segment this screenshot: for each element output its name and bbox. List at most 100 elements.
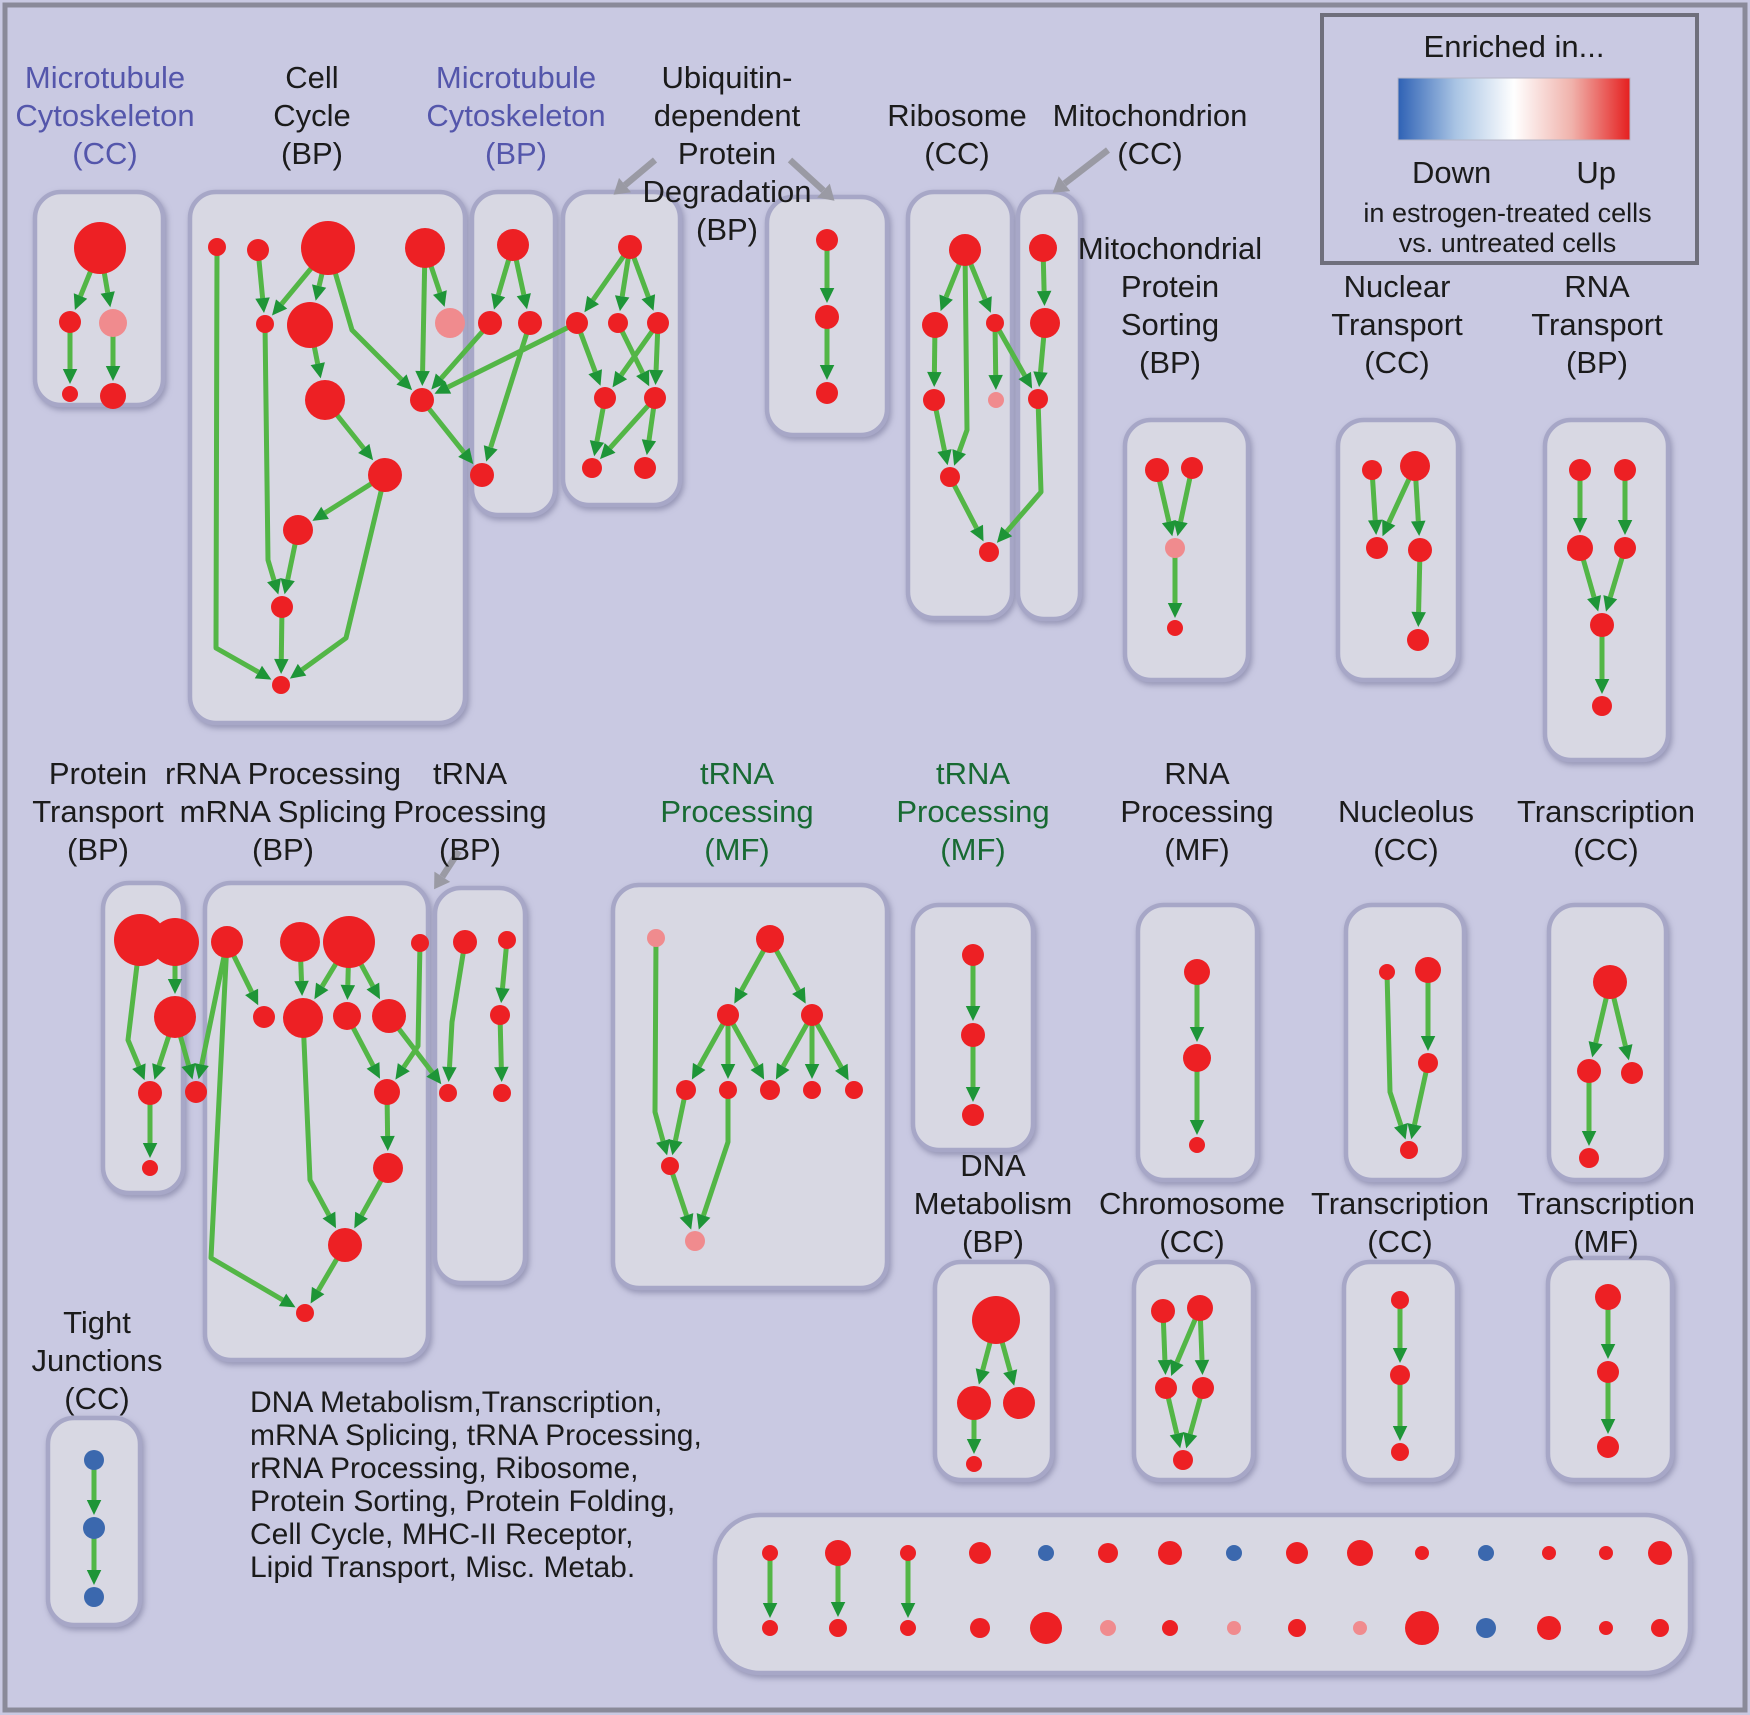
go-term-node: [1599, 1546, 1613, 1560]
cluster-label: Processing: [660, 794, 813, 829]
cross-cluster-edge: [199, 941, 230, 1066]
enrichment-edge-head: [280, 578, 295, 595]
go-term-node: [518, 311, 542, 335]
cluster-box-mitochondrion-cc: [1015, 189, 1083, 622]
cluster-label: Junctions: [32, 1343, 163, 1378]
enrichment-edge: [701, 1090, 731, 1217]
enrichment-edge-head: [1572, 518, 1588, 533]
enrichment-edge-head: [1420, 1036, 1436, 1051]
enrichment-edge-head: [1368, 519, 1383, 535]
cluster-label: Transcription: [1517, 794, 1695, 829]
enrichment-edge-head: [491, 293, 506, 310]
enrichment-edge-head: [1003, 1369, 1018, 1386]
go-term-node: [762, 1545, 778, 1561]
go-term-node: [1347, 1540, 1373, 1566]
enrichment-edge-head: [927, 371, 942, 387]
enrichment-edge-head: [1036, 290, 1052, 306]
cross-cluster-edge-head: [458, 447, 474, 465]
enrichment-edge-head: [274, 658, 289, 674]
cross-cluster-edge: [439, 321, 492, 380]
enrichment-edge-head: [1581, 1131, 1597, 1146]
go-term-node: [1391, 1291, 1409, 1309]
enrichment-edge-head: [830, 1602, 846, 1617]
enrichment-edge-head: [1169, 1432, 1184, 1449]
go-term-node: [154, 996, 196, 1038]
go-term-node: [1567, 535, 1593, 561]
cluster-label: (BP): [1139, 345, 1201, 380]
enrichment-edge-head: [1588, 1041, 1603, 1058]
floating-cluster-label: dependent: [654, 98, 801, 133]
misc-pathways-text-line: DNA Metabolism,Transcription,: [250, 1386, 662, 1419]
legend-up-label: Up: [1576, 155, 1616, 190]
enrichment-edge-head: [73, 293, 88, 310]
misc-pathways-text-line: Lipid Transport, Misc. Metab.: [250, 1551, 635, 1584]
go-term-node: [374, 1079, 400, 1105]
enrichment-edge-head: [1157, 1359, 1173, 1375]
enrichment-edge-head: [245, 988, 259, 1006]
go-term-node: [296, 1304, 314, 1322]
cluster-label: tRNA: [700, 756, 774, 791]
go-term-node: [253, 1006, 275, 1028]
enrichment-edge-head: [615, 295, 630, 312]
label-pointer-arrow: [622, 157, 658, 188]
go-term-node: [83, 1517, 105, 1539]
go-term-node: [368, 458, 402, 492]
go-term-node: [582, 458, 602, 478]
go-term-node: [142, 1160, 158, 1176]
enrichment-edge-head: [1382, 519, 1396, 537]
enrichment-edge-head: [636, 369, 650, 387]
go-term-node: [1542, 1546, 1556, 1560]
enrichment-edge-head: [366, 982, 380, 1000]
cluster-label: Cytoskeleton: [426, 98, 605, 133]
enrichment-edge-head: [1167, 603, 1183, 618]
enrichment-edge-head: [1617, 520, 1633, 535]
cluster-label: (CC): [1364, 345, 1429, 380]
cluster-box-rrna-processing-mrna-splicing-bp: [202, 880, 431, 1363]
go-term-node: [283, 515, 313, 545]
cluster-label: (BP): [67, 832, 129, 867]
enrichment-edge-head: [648, 369, 664, 385]
cluster-boxes-layer: [32, 13, 1699, 1676]
go-term-node: [453, 930, 477, 954]
go-term-node: [1579, 1148, 1599, 1168]
cluster-label: Nuclear: [1344, 269, 1451, 304]
enrichment-edge: [262, 323, 277, 581]
go-term-node: [490, 1005, 510, 1025]
go-term-node: [676, 1080, 696, 1100]
cluster-label: (CC): [1373, 832, 1438, 867]
cluster-label: RNA: [1164, 756, 1230, 791]
go-term-node: [1418, 1053, 1438, 1073]
cross-cluster-edge: [992, 321, 1027, 377]
cluster-box-mitochondrial-protein-sorting-bp: [1122, 417, 1251, 683]
enrichment-edge-head: [272, 299, 288, 316]
go-term-node: [1189, 1137, 1205, 1153]
enrichment-edge-head: [322, 1211, 336, 1229]
enrichment-edge-head: [278, 1293, 296, 1308]
misc-pathways-text-line: rRNA Processing, Ribosome,: [250, 1452, 638, 1485]
enrichment-edge-head: [952, 449, 966, 466]
go-term-node: [1415, 1546, 1429, 1560]
cluster-box-misc-pathways-matrix: [712, 1512, 1693, 1676]
enrichment-edge-head: [965, 1087, 981, 1102]
go-term-node: [470, 463, 494, 487]
legend-subtitle-line: vs. untreated cells: [1399, 228, 1617, 258]
go-term-node: [1145, 458, 1169, 482]
enrichment-edge: [213, 246, 260, 675]
go-term-node: [1038, 1545, 1054, 1561]
cluster-label: Protein: [1121, 269, 1219, 304]
go-term-node: [114, 914, 166, 966]
enrichment-edge-head: [366, 1062, 380, 1079]
enrichment-edge-head: [804, 1064, 820, 1079]
enrichment-edge-head: [1161, 520, 1176, 537]
cluster-label: Mitochondrion: [1053, 98, 1248, 133]
go-term-node: [1158, 1541, 1182, 1565]
label-pointer-arrow-head: [434, 871, 451, 890]
go-term-node: [1226, 1545, 1242, 1561]
enrichment-edge-head: [612, 370, 628, 388]
go-term-node: [328, 1228, 362, 1262]
go-term-node: [435, 308, 465, 338]
go-term-node: [661, 1157, 679, 1175]
go-term-node: [1590, 613, 1614, 637]
